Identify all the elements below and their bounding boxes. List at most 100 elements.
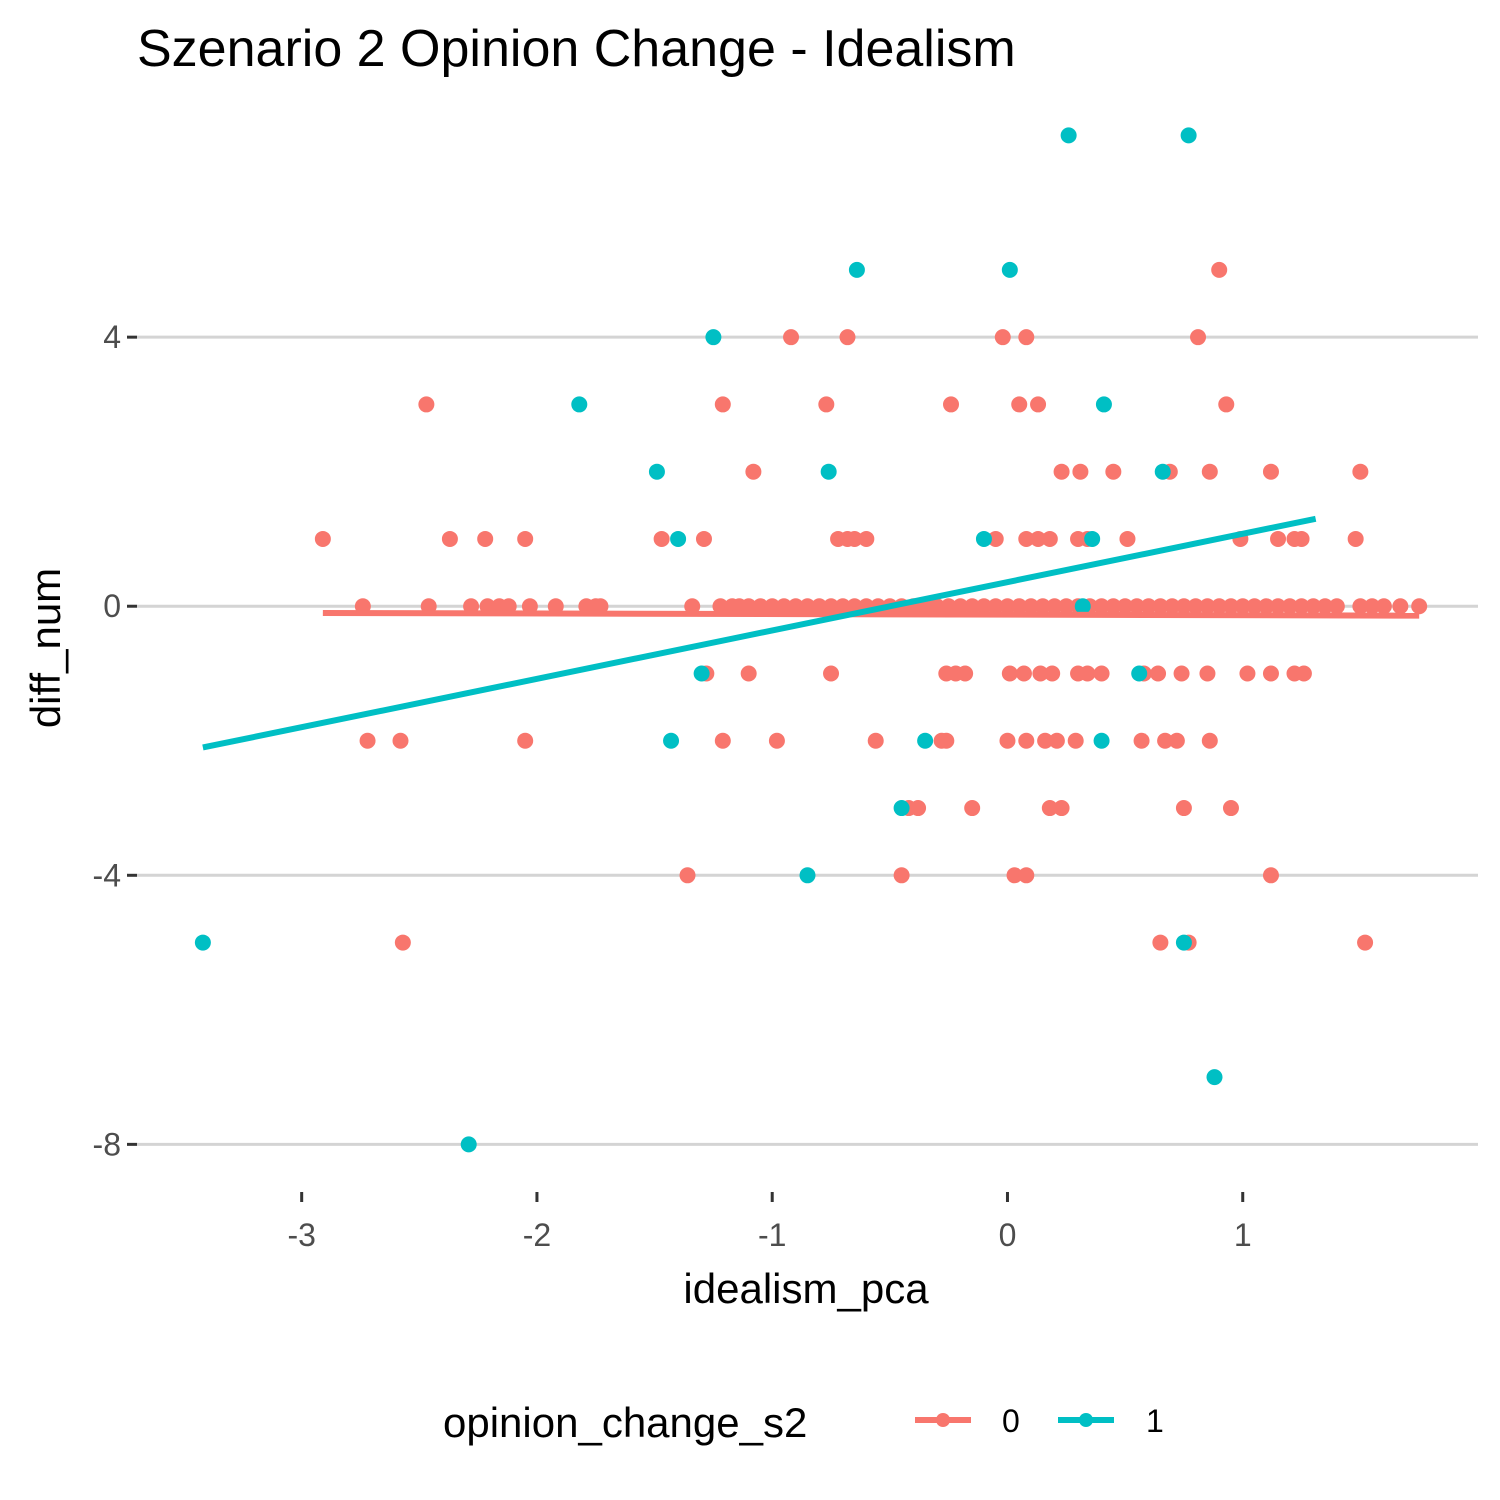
data-point-series-0	[1030, 530, 1047, 547]
grid-lines	[137, 335, 1478, 1146]
data-point-series-0	[653, 530, 670, 547]
data-point-series-0	[1093, 598, 1110, 615]
x-axis-title: idealism_pca	[683, 1265, 929, 1312]
data-point-series-1	[194, 934, 211, 951]
data-point-series-0	[1199, 598, 1216, 615]
data-point-series-0	[1262, 867, 1279, 884]
data-point-series-0	[592, 598, 609, 615]
data-point-series-0	[987, 530, 1004, 547]
data-point-series-0	[1018, 530, 1035, 547]
y-tick-label: -8	[93, 1126, 121, 1162]
data-point-series-0	[811, 598, 828, 615]
data-point-series-0	[1168, 732, 1185, 749]
data-point-series-0	[1270, 598, 1287, 615]
x-tick-label: -3	[287, 1217, 315, 1253]
data-point-series-0	[1222, 800, 1239, 817]
data-point-series-1	[1074, 598, 1091, 615]
data-point-series-0	[314, 530, 331, 547]
data-point-series-1	[893, 800, 910, 817]
data-point-series-0	[987, 598, 1004, 615]
data-point-series-0	[1011, 396, 1028, 413]
data-point-series-0	[1218, 396, 1235, 413]
data-point-series-0	[1072, 463, 1089, 480]
data-point-series-0	[1034, 598, 1051, 615]
data-point-series-1	[1175, 934, 1192, 951]
data-point-series-0	[1133, 732, 1150, 749]
data-point-series-0	[1352, 463, 1369, 480]
data-point-series-0	[893, 867, 910, 884]
legend-title: opinion_change_s2	[443, 1399, 807, 1446]
data-point-series-1	[670, 530, 687, 547]
data-point-series-0	[1105, 598, 1122, 615]
data-point-series-0	[1041, 530, 1058, 547]
data-point-series-0	[938, 732, 955, 749]
data-point-series-0	[1018, 329, 1035, 346]
data-point-series-0	[547, 598, 564, 615]
data-point-series-0	[1190, 329, 1207, 346]
data-point-series-1	[975, 530, 992, 547]
data-point-series-0	[1018, 867, 1035, 884]
data-point-series-1	[1206, 1069, 1223, 1086]
data-point-series-1	[571, 396, 588, 413]
data-point-series-0	[1173, 665, 1190, 682]
x-tick-label: -1	[758, 1217, 786, 1253]
data-point-series-0	[1037, 732, 1054, 749]
legend-label-1: 1	[1146, 1403, 1164, 1439]
data-point-series-0	[1222, 598, 1239, 615]
data-point-series-0	[858, 530, 875, 547]
data-point-series-0	[740, 598, 757, 615]
data-point-series-0	[1375, 598, 1392, 615]
data-point-series-1	[1093, 732, 1110, 749]
data-point-series-1	[1001, 261, 1018, 278]
y-axis: -8 -4 0 4	[93, 319, 137, 1162]
data-point-series-0	[1262, 665, 1279, 682]
data-point-series-0	[823, 598, 840, 615]
data-point-series-0	[500, 598, 517, 615]
data-point-series-0	[1030, 396, 1047, 413]
data-point-series-0	[1239, 665, 1256, 682]
data-point-series-1	[1154, 463, 1171, 480]
data-point-series-0	[1201, 732, 1218, 749]
data-point-series-0	[834, 598, 851, 615]
data-point-series-0	[1187, 598, 1204, 615]
data-point-series-0	[1053, 463, 1070, 480]
data-point-series-0	[479, 598, 496, 615]
data-point-series-0	[1347, 530, 1364, 547]
data-point-series-0	[418, 396, 435, 413]
legend-item-1: 1	[1058, 1403, 1164, 1439]
legend-item-0: 0	[915, 1403, 1020, 1439]
trend-line-series-0	[322, 609, 1420, 619]
data-point-series-0	[1058, 598, 1075, 615]
data-point-series-0	[823, 665, 840, 682]
data-point-series-1	[460, 1136, 477, 1153]
data-point-series-0	[783, 329, 800, 346]
data-point-series-0	[1128, 598, 1145, 615]
data-point-series-0	[745, 463, 762, 480]
data-point-series-0	[1293, 530, 1310, 547]
data-point-series-1	[1084, 530, 1101, 547]
data-point-series-1	[799, 867, 816, 884]
data-point-series-0	[1392, 598, 1409, 615]
legend-label-0: 0	[1002, 1403, 1020, 1439]
data-point-series-0	[1105, 463, 1122, 480]
data-point-series-0	[679, 867, 696, 884]
data-point-series-0	[1317, 598, 1334, 615]
x-axis: -3 -2 -1 0 1	[287, 1192, 1252, 1253]
data-point-series-0	[964, 598, 981, 615]
data-point-series-0	[521, 598, 538, 615]
data-point-series-0	[940, 598, 957, 615]
data-point-series-0	[999, 598, 1016, 615]
data-point-series-0	[1041, 800, 1058, 817]
data-point-series-0	[1234, 598, 1251, 615]
data-point-series-0	[839, 329, 856, 346]
data-point-series-0	[1164, 598, 1181, 615]
data-point-series-0	[714, 732, 731, 749]
data-point-series-0	[1293, 598, 1310, 615]
data-point-series-0	[1152, 934, 1169, 951]
y-tick-label: 4	[103, 319, 121, 355]
data-point-series-0	[1048, 732, 1065, 749]
x-tick-label: -2	[523, 1217, 551, 1253]
data-point-series-0	[1150, 665, 1167, 682]
x-tick-label: 1	[1234, 1217, 1252, 1253]
